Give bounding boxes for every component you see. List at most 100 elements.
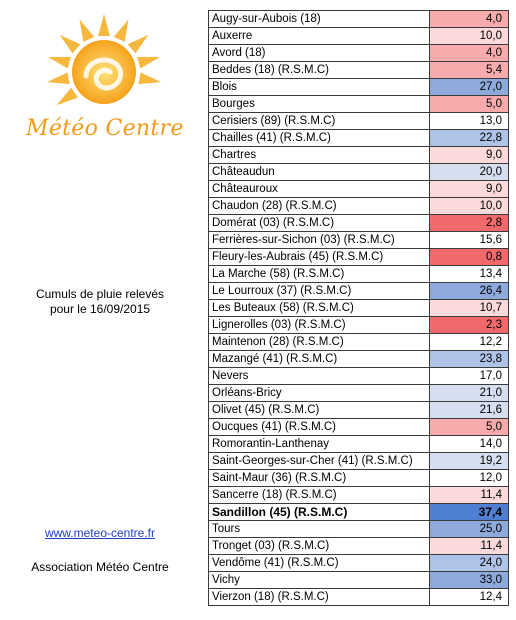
table-row: La Marche (58) (R.S.M.C) 13,4 [208, 265, 509, 283]
rainfall-value-cell: 9,0 [429, 146, 509, 164]
rainfall-value-cell: 26,4 [429, 282, 509, 300]
station-name-cell: Augy-sur-Aubois (18) [208, 10, 430, 28]
rainfall-value-cell: 37,4 [429, 503, 509, 521]
station-name-cell: Fleury-les-Aubrais (45) (R.S.M.C) [208, 248, 430, 266]
station-name-cell: Ferrières-sur-Sichon (03) (R.S.M.C) [208, 231, 430, 249]
table-row: Tours 25,0 [208, 520, 509, 538]
table-row: Chailles (41) (R.S.M.C) 22,8 [208, 129, 509, 147]
table-row: Chartres 9,0 [208, 146, 509, 164]
station-name-cell: Lignerolles (03) (R.S.M.C) [208, 316, 430, 334]
station-name-cell: Romorantin-Lanthenay [208, 435, 430, 453]
rainfall-value-cell: 21,6 [429, 401, 509, 419]
rainfall-value-cell: 24,0 [429, 554, 509, 572]
rainfall-table-body: Augy-sur-Aubois (18) 4,0 Auxerre 10,0 Avord … [208, 10, 509, 606]
station-name-cell: Maintenon (28) (R.S.M.C) [208, 333, 430, 351]
station-name-cell: Mazangé (41) (R.S.M.C) [208, 350, 430, 368]
rainfall-value-cell: 10,0 [429, 197, 509, 215]
station-name-cell: Olivet (45) (R.S.M.C) [208, 401, 430, 419]
rainfall-value-cell: 21,0 [429, 384, 509, 402]
station-name-cell: Châteauroux [208, 180, 430, 198]
table-row: Tronget (03) (R.S.M.C) 11,4 [208, 537, 509, 555]
table-row: Olivet (45) (R.S.M.C) 21,6 [208, 401, 509, 419]
rainfall-value-cell: 22,8 [429, 129, 509, 147]
rainfall-value-cell: 4,0 [429, 10, 509, 28]
station-name-cell: Tours [208, 520, 430, 538]
rainfall-value-cell: 11,4 [429, 486, 509, 504]
rainfall-value-cell: 10,7 [429, 299, 509, 317]
station-name-cell: Tronget (03) (R.S.M.C) [208, 537, 430, 555]
table-row: Les Buteaux (58) (R.S.M.C) 10,7 [208, 299, 509, 317]
table-row: Nevers 17,0 [208, 367, 509, 385]
table-row: Saint-Georges-sur-Cher (41) (R.S.M.C) 19,… [208, 452, 509, 470]
rainfall-value-cell: 12,4 [429, 588, 509, 606]
table-row: Sandillon (45) (R.S.M.C) 37,4 [208, 503, 509, 521]
station-name-cell: Saint-Maur (36) (R.S.M.C) [208, 469, 430, 487]
rainfall-value-cell: 12,2 [429, 333, 509, 351]
rainfall-value-cell: 5,4 [429, 61, 509, 79]
table-row: Avord (18) 4,0 [208, 44, 509, 62]
rainfall-value-cell: 13,0 [429, 112, 509, 130]
table-row: Fleury-les-Aubrais (45) (R.S.M.C) 0,8 [208, 248, 509, 266]
station-name-cell: La Marche (58) (R.S.M.C) [208, 265, 430, 283]
rainfall-value-cell: 0,8 [429, 248, 509, 266]
table-row: Sancerre (18) (R.S.M.C) 11,4 [208, 486, 509, 504]
station-name-cell: Orléans-Bricy [208, 384, 430, 402]
table-row: Romorantin-Lanthenay 14,0 [208, 435, 509, 453]
station-name-cell: Auxerre [208, 27, 430, 45]
table-row: Orléans-Bricy 21,0 [208, 384, 509, 402]
table-row: Cerisiers (89) (R.S.M.C) 13,0 [208, 112, 509, 130]
table-row: Vendôme (41) (R.S.M.C) 24,0 [208, 554, 509, 572]
station-name-cell: Vichy [208, 571, 430, 589]
website-link[interactable]: www.meteo-centre.fr [44, 526, 156, 540]
caption: Cumuls de pluie relevés pour le 16/09/20… [0, 287, 200, 317]
station-name-cell: Blois [208, 78, 430, 96]
station-name-cell: Cerisiers (89) (R.S.M.C) [208, 112, 430, 130]
rainfall-value-cell: 33,0 [429, 571, 509, 589]
station-name-cell: Saint-Georges-sur-Cher (41) (R.S.M.C) [208, 452, 430, 470]
logo-text: Météo Centre [26, 116, 184, 141]
table-row: Oucques (41) (R.S.M.C) 5,0 [208, 418, 509, 436]
station-name-cell: Domérat (03) (R.S.M.C) [208, 214, 430, 232]
station-name-cell: Sandillon (45) (R.S.M.C) [208, 503, 430, 521]
rainfall-value-cell: 23,8 [429, 350, 509, 368]
table-row: Châteauroux 9,0 [208, 180, 509, 198]
caption-date: pour le 16/09/2015 [49, 302, 151, 316]
caption-title: Cumuls de pluie relevés [35, 287, 165, 301]
station-name-cell: Oucques (41) (R.S.M.C) [208, 418, 430, 436]
station-name-cell: Sancerre (18) (R.S.M.C) [208, 486, 430, 504]
station-name-cell: Nevers [208, 367, 430, 385]
rainfall-value-cell: 13,4 [429, 265, 509, 283]
station-name-cell: Vierzon (18) (R.S.M.C) [208, 588, 430, 606]
rainfall-value-cell: 11,4 [429, 537, 509, 555]
table-row: Beddes (18) (R.S.M.C) 5,4 [208, 61, 509, 79]
table-row: Augy-sur-Aubois (18) 4,0 [208, 10, 509, 28]
station-name-cell: Chartres [208, 146, 430, 164]
rainfall-value-cell: 17,0 [429, 367, 509, 385]
sun-icon [46, 14, 162, 106]
rainfall-value-cell: 19,2 [429, 452, 509, 470]
rainfall-value-cell: 9,0 [429, 180, 509, 198]
station-name-cell: Les Buteaux (58) (R.S.M.C) [208, 299, 430, 317]
table-row: Vierzon (18) (R.S.M.C) 12,4 [208, 588, 509, 606]
station-name-cell: Avord (18) [208, 44, 430, 62]
rainfall-table: Augy-sur-Aubois (18) 4,0 Auxerre 10,0 Avord … [208, 10, 509, 606]
table-row: Chaudon (28) (R.S.M.C) 10,0 [208, 197, 509, 215]
rainfall-value-cell: 5,0 [429, 95, 509, 113]
table-row: Mazangé (41) (R.S.M.C) 23,8 [208, 350, 509, 368]
table-row: Saint-Maur (36) (R.S.M.C) 12,0 [208, 469, 509, 487]
rainfall-value-cell: 25,0 [429, 520, 509, 538]
rainfall-value-cell: 27,0 [429, 78, 509, 96]
table-row: Bourges 5,0 [208, 95, 509, 113]
table-row: Châteaudun 20,0 [208, 163, 509, 181]
station-name-cell: Châteaudun [208, 163, 430, 181]
station-name-cell: Chaudon (28) (R.S.M.C) [208, 197, 430, 215]
table-row: Maintenon (28) (R.S.M.C) 12,2 [208, 333, 509, 351]
station-name-cell: Chailles (41) (R.S.M.C) [208, 129, 430, 147]
rainfall-value-cell: 15,6 [429, 231, 509, 249]
rainfall-value-cell: 10,0 [429, 27, 509, 45]
table-row: Ferrières-sur-Sichon (03) (R.S.M.C) 15,6 [208, 231, 509, 249]
station-name-cell: Bourges [208, 95, 430, 113]
station-name-cell: Vendôme (41) (R.S.M.C) [208, 554, 430, 572]
table-row: Le Lourroux (37) (R.S.M.C) 26,4 [208, 282, 509, 300]
association-name: Association Météo Centre [31, 560, 169, 574]
